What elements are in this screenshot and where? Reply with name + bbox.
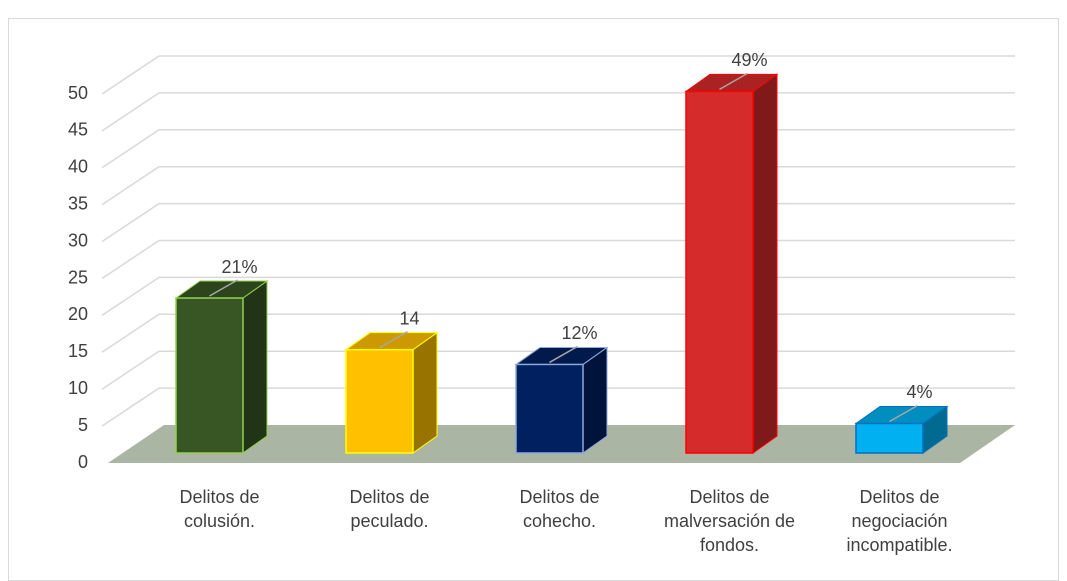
grid-line xyxy=(101,129,1015,169)
grid-line xyxy=(101,55,1015,95)
y-tick-label: 40 xyxy=(68,157,88,177)
bar-side xyxy=(242,280,268,454)
bar-side xyxy=(752,73,778,454)
bar xyxy=(175,297,244,454)
bar-side xyxy=(582,346,608,454)
bar xyxy=(515,363,584,454)
x-tick-label: Delitos de colusión. xyxy=(179,487,260,531)
leader-line xyxy=(549,345,578,364)
grid-line xyxy=(101,202,1015,243)
data-label: 12% xyxy=(561,323,597,343)
bar-side xyxy=(412,331,438,454)
bar xyxy=(855,422,924,454)
grid-line xyxy=(101,92,1015,132)
data-label: 14 xyxy=(399,308,419,328)
y-tick-label: 25 xyxy=(68,267,88,287)
y-tick-label: 5 xyxy=(78,415,88,435)
y-tick-label: 35 xyxy=(68,193,88,213)
x-tick-label: Delitos de cohecho. xyxy=(519,487,600,531)
y-tick-label: 20 xyxy=(68,304,88,324)
y-tick-label: 30 xyxy=(68,230,88,250)
leader-line xyxy=(209,279,238,297)
y-tick-label: 50 xyxy=(68,83,88,103)
data-label: 4% xyxy=(906,382,932,402)
y-tick-label: 10 xyxy=(68,378,88,398)
y-tick-label: 0 xyxy=(78,452,88,472)
data-label: 49% xyxy=(731,50,767,70)
data-label: 21% xyxy=(221,257,257,277)
leader-line xyxy=(379,331,408,349)
bar xyxy=(345,348,414,454)
y-tick-label: 45 xyxy=(68,120,88,140)
x-tick-label: Delitos de negociación incompatible. xyxy=(846,487,953,555)
bar xyxy=(685,90,754,454)
y-tick-label: 15 xyxy=(68,341,88,361)
leader-line xyxy=(719,72,748,91)
x-tick-label: Delitos de malversación de fondos. xyxy=(663,487,796,555)
grid-line xyxy=(101,165,1015,206)
leader-line xyxy=(889,404,918,423)
x-tick-label: Delitos de peculado. xyxy=(349,487,430,531)
